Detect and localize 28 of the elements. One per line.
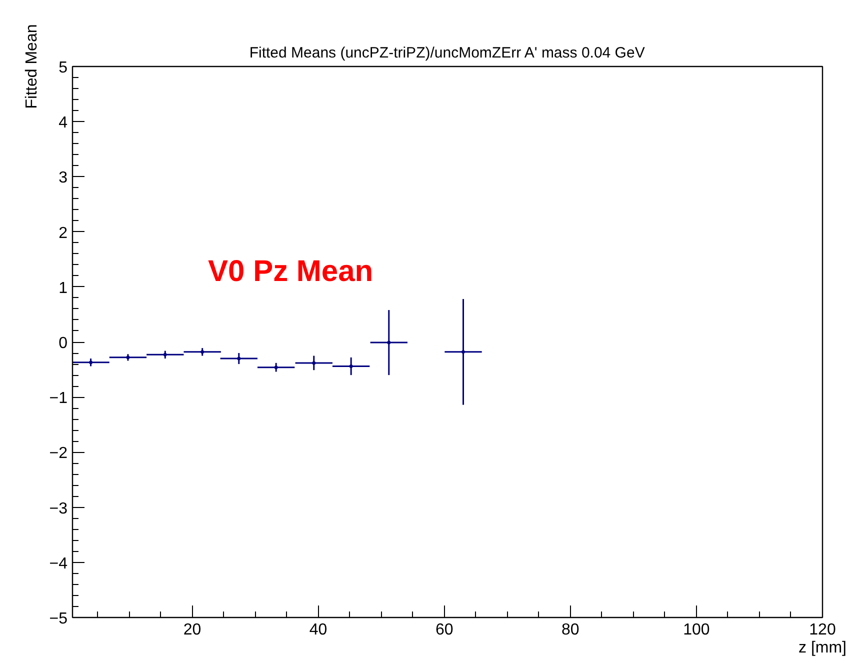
x-tick-label: 40 — [309, 622, 328, 638]
point — [163, 352, 167, 356]
x-tick-label: 60 — [435, 622, 454, 638]
y-tick-label: 5 — [58, 60, 68, 76]
y-tick-label: 3 — [58, 170, 68, 187]
x-tick-label: 120 — [809, 622, 836, 638]
y-tick-label: 2 — [58, 224, 68, 242]
y-tick-label: −2 — [49, 445, 68, 462]
point — [349, 364, 353, 368]
y-tick-label: 1 — [58, 280, 68, 297]
x-tick-label: 20 — [183, 622, 202, 638]
x-tick-label: 80 — [562, 622, 580, 638]
y-tick-label: −3 — [49, 500, 68, 518]
annotation: V0 Pz Mean — [208, 254, 374, 288]
point — [312, 361, 316, 365]
y-tick-label: −1 — [49, 390, 68, 408]
y-tick-label: −4 — [49, 555, 68, 572]
point — [274, 366, 278, 370]
x-tick-label: 100 — [683, 622, 710, 638]
point — [462, 350, 466, 354]
y-tick-label: 4 — [58, 114, 68, 132]
point — [237, 356, 241, 360]
y-tick-label: −5 — [49, 610, 68, 628]
x-axis-title: z [mm] — [798, 640, 847, 656]
point — [387, 340, 391, 344]
y-tick-label: 0 — [58, 335, 68, 352]
chart-title: Fitted Means (uncPZ-triPZ)/uncMomZErr A' mass 0.04 GeV — [249, 44, 645, 62]
y-axis-title: Fitted Mean — [23, 24, 40, 109]
